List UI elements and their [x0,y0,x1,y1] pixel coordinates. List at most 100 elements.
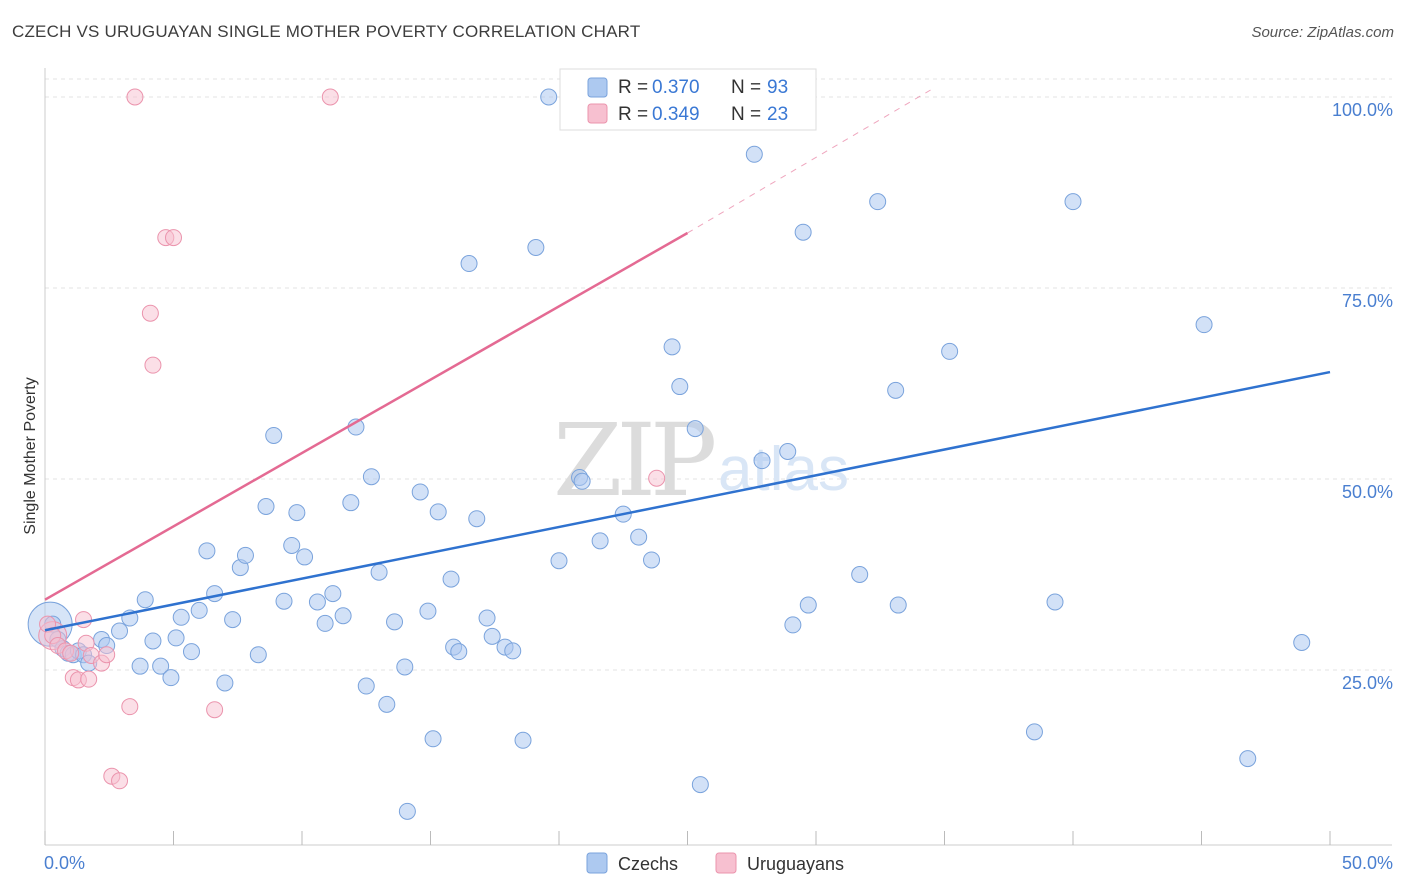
legend-n-label-0: N = [731,77,761,98]
czech-point [527,239,545,257]
legend-r-label-1: R = [618,104,648,125]
legend-box: R = 0.370 N = 93 R = 0.349 N = 23 [559,68,817,131]
uruguayan-point [126,88,144,106]
czech-point [378,695,396,713]
y-tick-label: 50.0% [1342,482,1393,502]
x-tick-labels: 0.0% 50.0% [44,853,1393,873]
uruguayan-point [62,644,80,662]
czech-point [784,616,802,634]
czech-point [275,592,293,610]
czech-point [362,468,380,486]
czech-point [691,776,709,794]
uruguayan-point [648,469,666,487]
czech-point [411,483,429,501]
czech-point [308,593,326,611]
czech-point [753,452,771,470]
czech-point [1239,750,1257,768]
czech-point [172,608,190,626]
uruguayan-point [121,698,139,716]
czech-point [573,472,591,490]
czech-point [745,145,763,163]
czech-point [550,552,568,570]
czech-point [663,338,681,356]
czech-point [540,88,558,106]
y-tick-label: 100.0% [1332,100,1393,120]
y-tick-labels: 25.0% 50.0% 75.0% 100.0% [1332,100,1393,693]
czech-point [316,614,334,632]
uruguayan-point [206,701,224,719]
uruguayan-point [98,646,116,664]
czech-point [424,730,442,748]
legend-swatch-uruguayan [587,103,608,124]
czech-point [334,607,352,625]
legend-n-value-1: 23 [767,104,788,125]
x-tick-label: 0.0% [44,853,85,873]
czech-point [324,585,342,603]
czech-point [442,570,460,588]
czech-point [514,731,532,749]
czech-point [236,546,254,564]
czech-point [198,542,216,560]
axes [44,68,1392,846]
czech-point [671,378,689,396]
czech-point [357,677,375,695]
czech-point [779,442,797,460]
legend-r-value-1: 0.349 [652,104,700,125]
uruguayan-point [141,304,159,322]
czech-point [206,585,224,603]
uruguayan-point [75,611,93,629]
czech-point [889,596,907,614]
czech-point [478,609,496,627]
czech-point [1046,593,1064,611]
czech-point [167,629,185,647]
czech-point [283,536,301,554]
uruguayan-point [165,229,182,247]
czech-point [1195,316,1213,334]
uruguayan-point [321,88,339,106]
czech-point [182,643,200,661]
czech-point [162,669,180,687]
watermark: ZIP atlas [553,402,849,519]
czech-point [296,548,314,566]
bottom-legend-uruguayans: Uruguayans [747,854,844,874]
czech-point [265,426,283,444]
bottom-legend: Czechs Uruguayans [586,852,844,874]
czech-point [851,566,869,583]
czech-trend-line [44,370,1331,632]
czech-point [396,658,414,676]
czech-point [1064,193,1082,211]
czech-point [941,342,959,360]
legend-swatch-czech [587,77,608,98]
czech-point [288,504,306,522]
bottom-legend-swatch-czech [586,852,608,874]
czech-point [1293,633,1311,651]
bottom-legend-swatch-uruguayan [715,852,737,874]
czech-point [370,563,388,581]
uruguayan-points [38,88,666,790]
uruguayan-trend-line [44,231,689,601]
legend-n-label-1: N = [731,104,761,125]
czech-point [386,613,404,631]
czech-point [504,642,522,660]
uruguayan-point [80,670,98,688]
grid-lines [45,78,1392,671]
y-tick-label: 25.0% [1342,673,1393,693]
czech-point [131,657,149,675]
czech-point [460,255,478,273]
czech-point [630,528,648,546]
czech-point [887,381,905,399]
czech-point [591,532,609,550]
x-tick-label: 50.0% [1342,853,1393,873]
czech-point [216,674,234,692]
y-tick-label: 75.0% [1342,291,1393,311]
czech-point [190,601,208,619]
czech-point [136,591,154,609]
czech-point [152,657,170,675]
bottom-legend-czechs: Czechs [618,854,678,874]
czech-point [249,646,267,664]
legend-r-value-0: 0.370 [652,77,700,98]
uruguayan-point [144,356,162,374]
czech-point [342,494,360,512]
uruguayan-point [111,772,129,790]
czech-point [429,503,447,521]
